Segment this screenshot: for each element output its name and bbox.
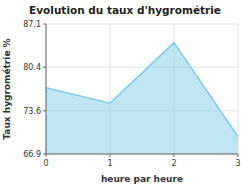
grid-line-y [46, 24, 238, 25]
chart-svg: 66.9 73.6 80.4 87.1 0 1 2 3 Evolution du taux d'… [0, 0, 250, 188]
ticks: 66.9 73.6 80.4 87.1 0 1 2 3 [23, 20, 240, 168]
tick-label-x: 1 [107, 159, 112, 168]
tick-label-y: 87.1 [23, 20, 41, 29]
tick-label-y: 80.4 [23, 63, 41, 72]
axis-x [46, 154, 238, 155]
area [46, 43, 238, 154]
title: Evolution du taux d'hygrométrie [29, 4, 221, 16]
x-axis-label: heure par heure [101, 174, 183, 184]
grid-line-y [46, 67, 238, 68]
tick-label-y: 73.6 [23, 107, 41, 116]
y-axis-label: Taux hygrométrie % [2, 38, 12, 139]
grid [46, 24, 238, 154]
tick-label-x: 3 [235, 159, 240, 168]
tick-label-x: 2 [171, 159, 176, 168]
plot-area [46, 43, 238, 154]
grid-line-x [46, 24, 47, 154]
grid-line-x [238, 24, 239, 154]
grid-line-y [46, 154, 238, 155]
axis-y [46, 24, 47, 154]
line [46, 43, 238, 137]
chart-container: 66.9 73.6 80.4 87.1 0 1 2 3 Evolution du taux d'… [0, 0, 250, 188]
tick-label-x: 0 [43, 159, 48, 168]
tick-label-y: 66.9 [23, 150, 41, 159]
